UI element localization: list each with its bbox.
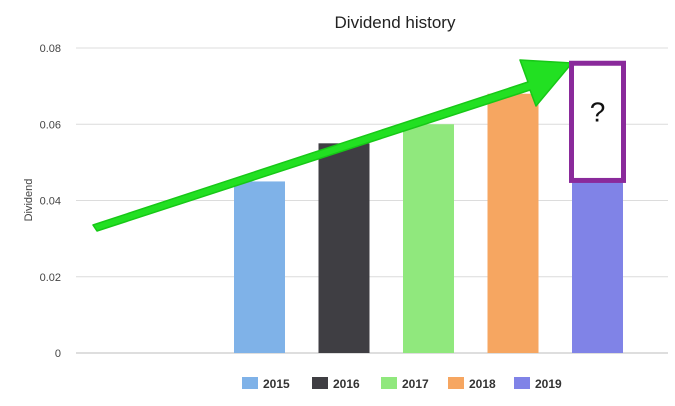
legend-swatch [242,377,258,389]
legend-swatch [312,377,328,389]
legend-label: 2019 [535,377,562,391]
legend-item-2017: 2017 [381,377,429,391]
bar-2017 [403,124,454,353]
bar-2019 [572,181,623,353]
legend-swatch [381,377,397,389]
bars [234,93,623,353]
y-tick-label: 0.08 [40,43,61,55]
legend-item-2019: 2019 [514,377,562,391]
y-tick-label: 0.04 [40,196,61,208]
legend-swatch [514,377,530,389]
chart-title: Dividend history [335,13,456,32]
legend-label: 2017 [402,377,429,391]
y-axis-label: Dividend [23,179,35,222]
legend-label: 2016 [333,377,360,391]
legend-label: 2015 [263,377,290,391]
y-tick-label: 0 [55,348,61,360]
legend-label: 2018 [469,377,496,391]
y-axis-ticks: 0 0.02 0.04 0.06 0.08 [40,43,61,360]
question-mark-label: ? [590,96,606,127]
legend-swatch [448,377,464,389]
trend-arrow-shape [92,59,573,232]
question-box [569,60,626,183]
bar-2016 [318,143,370,353]
legend-item-2015: 2015 [242,377,290,391]
y-tick-label: 0.02 [40,272,61,284]
legend: 2015 2016 2017 2018 2019 [242,377,562,391]
trend-arrow [92,59,573,232]
y-tick-label: 0.06 [40,119,61,131]
annotations: ? [92,59,626,232]
bar-2018 [487,93,539,353]
bar-2015 [234,181,285,353]
legend-item-2016: 2016 [312,377,360,391]
legend-item-2018: 2018 [448,377,496,391]
